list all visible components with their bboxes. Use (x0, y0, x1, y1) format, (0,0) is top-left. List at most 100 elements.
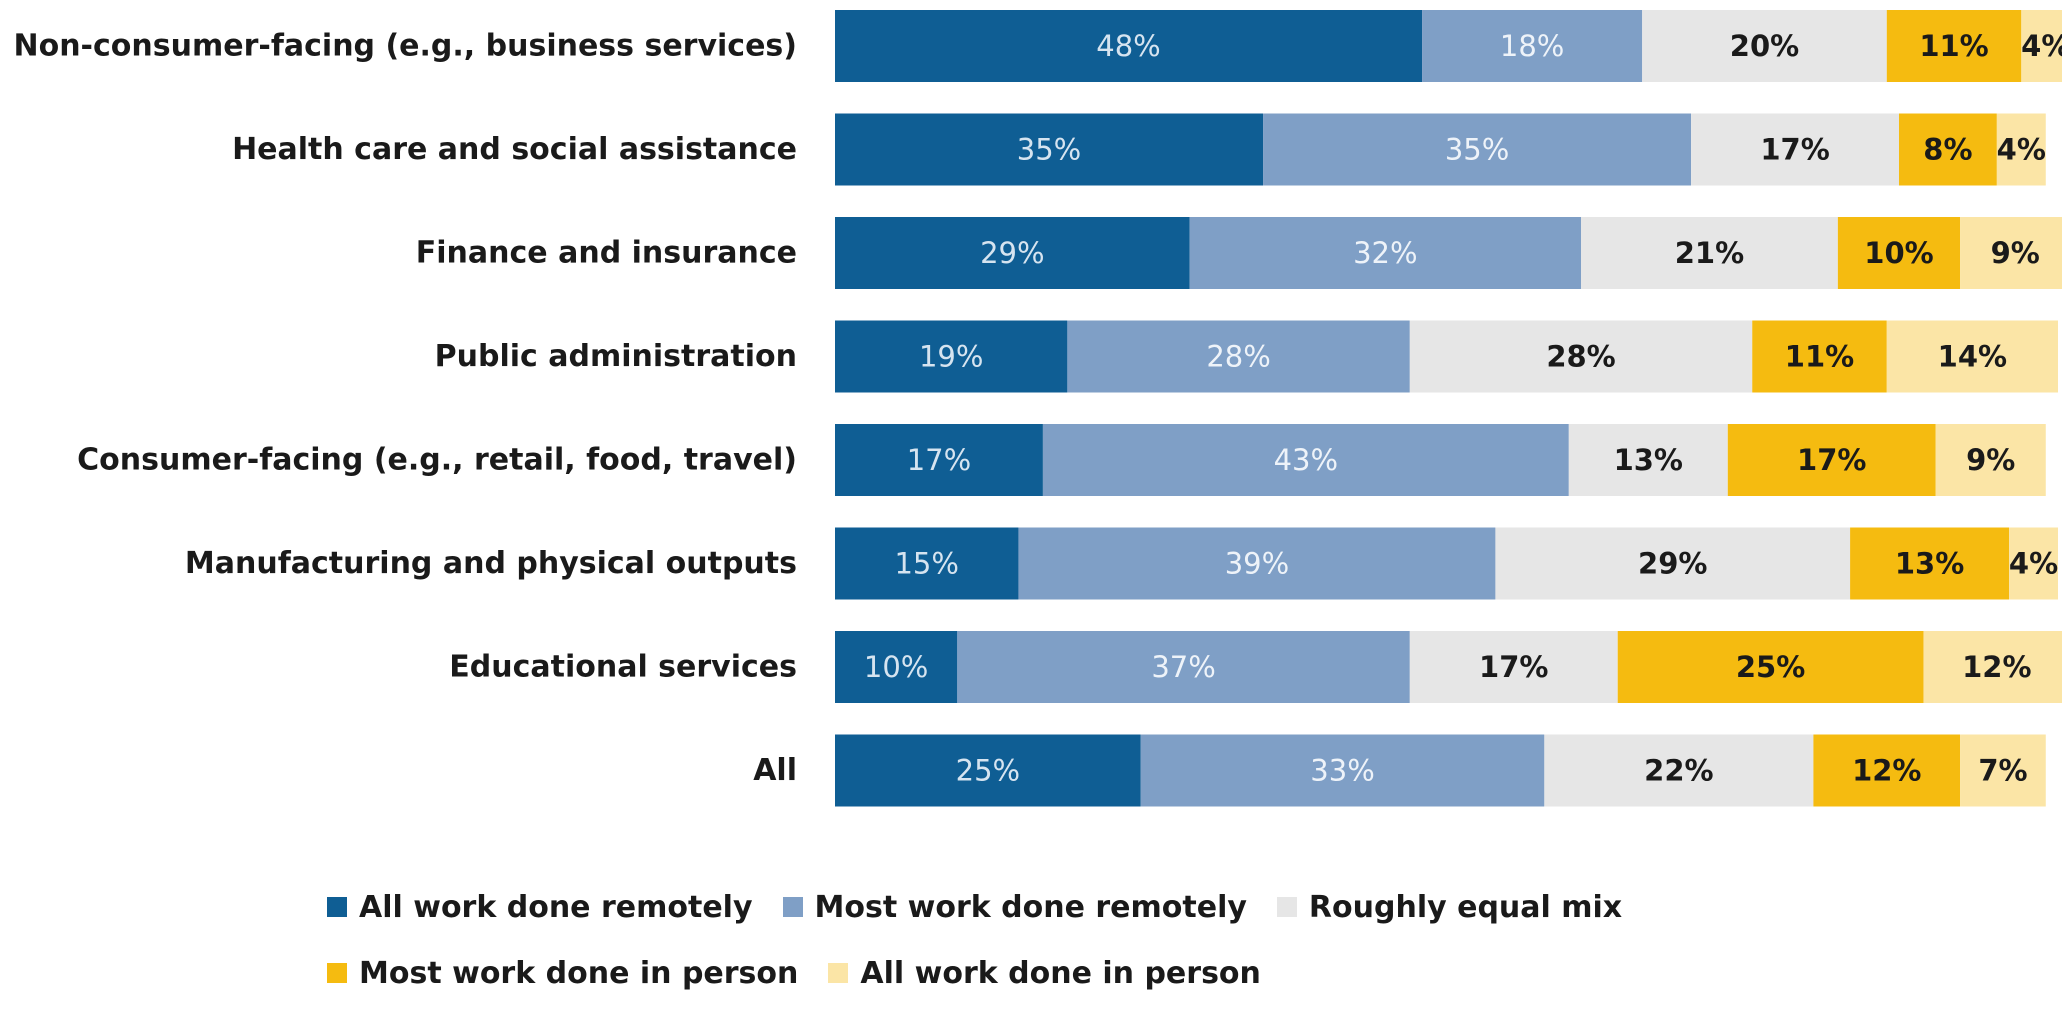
legend-label: Roughly equal mix (1308, 889, 1623, 925)
legend-item: All work done remotely (327, 890, 753, 925)
bar-segment (1409, 631, 1618, 703)
bar-segment (1581, 217, 1838, 289)
data-label: 10% (1864, 236, 1933, 270)
bar-segment (1042, 424, 1569, 496)
data-label: 9% (1991, 236, 2040, 270)
legend-label: Most work done remotely (814, 889, 1247, 925)
bar-segment (1886, 320, 2058, 393)
bar-segment (2009, 527, 2058, 600)
category-label: Consumer-facing (e.g., retail, food, tra… (77, 443, 797, 478)
data-label: 29% (980, 236, 1044, 270)
bar-segment (1409, 320, 1753, 393)
bar-segment (835, 217, 1190, 289)
bar-segment (1642, 10, 1887, 82)
legend-swatch (1276, 897, 1297, 917)
bar-segment (1837, 217, 1961, 289)
legend-label: All work done remotely (359, 889, 753, 925)
data-label: 19% (919, 340, 983, 374)
data-label: 11% (1919, 29, 1988, 63)
bar-segment (1960, 734, 2046, 807)
bar-segment (1691, 113, 1900, 186)
category-label: Educational services (449, 650, 797, 685)
legend-swatch (828, 963, 849, 983)
bar-segment (1568, 424, 1728, 496)
category-labels: Non-consumer-facing (e.g., business serv… (13, 29, 797, 789)
bar-segment (1263, 113, 1692, 186)
data-label: 25% (1736, 650, 1805, 684)
bar-segment (1996, 113, 2046, 186)
bar-segment (835, 10, 1423, 82)
data-label: 15% (894, 547, 958, 581)
bar-segment (1617, 631, 1924, 703)
legend-swatch (782, 897, 803, 917)
bar-segment (835, 527, 1019, 600)
bar-segment (835, 734, 1141, 807)
data-label: 28% (1546, 340, 1615, 374)
data-label: 22% (1644, 754, 1713, 788)
data-label: 20% (1730, 29, 1799, 63)
data-label: 9% (1966, 443, 2015, 477)
data-label: 4% (2009, 547, 2058, 581)
data-label: 14% (1938, 340, 2007, 374)
legend-item: All work done in person (828, 956, 1261, 991)
stacked-bar-chart: Non-consumer-facing (e.g., business serv… (13, 10, 2062, 807)
bar-segment (835, 424, 1043, 496)
legend-item: Most work done in person (327, 956, 798, 991)
bar-segment (1018, 527, 1496, 600)
category-label: Manufacturing and physical outputs (185, 546, 797, 581)
data-label: 17% (1479, 650, 1548, 684)
data-label: 17% (907, 443, 971, 477)
data-label: 8% (1923, 133, 1972, 167)
bar-segment (835, 113, 1264, 186)
category-label: All (753, 753, 797, 788)
data-label: 18% (1500, 29, 1564, 63)
bar-segment (835, 631, 958, 703)
data-label: 12% (1852, 754, 1921, 788)
bar-segment (2021, 10, 2062, 82)
data-label: 48% (1096, 29, 1160, 63)
legend-label: All work done in person (860, 955, 1261, 991)
data-label: 39% (1225, 547, 1289, 581)
legend-swatch (327, 963, 347, 983)
legend-item: Roughly equal mix (1276, 889, 1623, 925)
bar-segment (1727, 424, 1936, 496)
bar-segment (835, 320, 1068, 393)
bar-segment (957, 631, 1410, 703)
data-label: 12% (1962, 650, 2031, 684)
legend-swatch (327, 897, 347, 917)
legend-item: Most work done remotely (782, 889, 1247, 925)
data-label: 7% (1978, 754, 2027, 788)
value-labels: 48% 18% 20% 11% 4% 35% 35% 17% 8% 4% 29% 32% 21% 10% 9… (864, 29, 2062, 788)
bar-segment (1422, 10, 1643, 82)
category-label: Health care and social assistance (232, 132, 797, 167)
data-label: 35% (1445, 133, 1509, 167)
bar-segment (1886, 10, 2022, 82)
bar-segment (1544, 734, 1814, 807)
legend-row: All work done remotely Most work done rem… (327, 885, 1727, 929)
data-label: 37% (1151, 650, 1215, 684)
data-label: 25% (956, 754, 1020, 788)
data-label: 28% (1206, 340, 1270, 374)
data-label: 10% (864, 650, 928, 684)
category-label: Public administration (435, 339, 797, 374)
bar-segment (1935, 424, 2046, 496)
data-label: 29% (1638, 547, 1707, 581)
data-label: 13% (1895, 547, 1964, 581)
data-label: 17% (1760, 133, 1829, 167)
data-label: 11% (1785, 340, 1854, 374)
data-label: 4% (2021, 29, 2062, 63)
data-label: 33% (1310, 754, 1374, 788)
bar-segment (1850, 527, 2010, 600)
bar-segment (1189, 217, 1582, 289)
bar-segment (1495, 527, 1851, 600)
bar-segment (1067, 320, 1410, 393)
bar-segments (835, 10, 2062, 807)
legend: All work done remotely Most work done rem… (327, 885, 1727, 1017)
bar-segment (1923, 631, 2062, 703)
bar-segment (1752, 320, 1887, 393)
data-label: 43% (1274, 443, 1338, 477)
bar-segment (1960, 217, 2062, 289)
bar-segment (1899, 113, 1997, 186)
data-label: 13% (1614, 443, 1683, 477)
legend-row: Most work done in person All work done in… (327, 951, 1727, 995)
